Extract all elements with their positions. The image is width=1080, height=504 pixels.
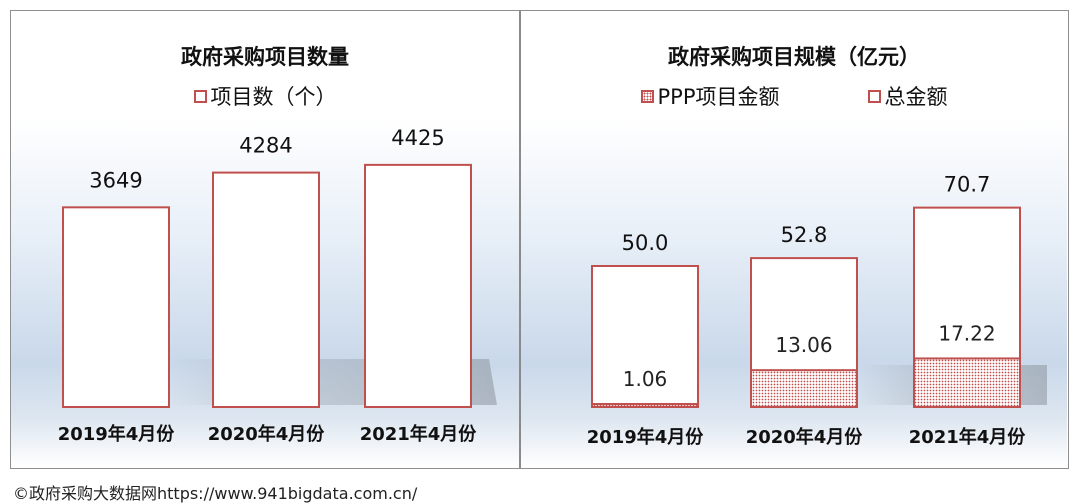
- bar-ppp-2: [913, 357, 1021, 409]
- x-tick-label-scale-2: 2021年4月份: [909, 426, 1027, 448]
- data-label-count-0: 3649: [89, 168, 142, 192]
- data-label-count-2: 4425: [391, 126, 444, 150]
- data-label-ppp-1: 13.06: [775, 333, 832, 357]
- x-tick-label-count-1: 2020年4月份: [208, 423, 326, 445]
- source-credit: ©政府采购大数据网https://www.941bigdata.com.cn/: [13, 484, 418, 503]
- x-tick-label-count-2: 2021年4月份: [360, 423, 478, 445]
- legend-item-ppp: PPP项目金额: [640, 81, 780, 111]
- bar-count-2: [364, 163, 472, 408]
- legend-scale: PPP项目金额 总金额: [521, 81, 1067, 111]
- bar-count-1: [212, 171, 320, 408]
- x-tick-label-scale-0: 2019年4月份: [587, 426, 705, 448]
- legend-swatch-total: [867, 89, 881, 103]
- data-label-ppp-2: 17.22: [938, 321, 995, 345]
- chart-panel-scale: 50.0 1.06 2019年4月份 52.8 13.06 2020年4月份 70.7 17.…: [521, 11, 1067, 467]
- bar-ppp-1: [750, 369, 858, 409]
- data-label-total-1: 52.8: [781, 223, 828, 247]
- scale-bar-chart: 50.0 1.06 2019年4月份 52.8 13.06 2020年4月份 70.7 17.…: [521, 119, 1067, 467]
- count-bar-chart: 3649 2019年4月份 4284 2020年4月份 4425 2021年4月份: [11, 119, 519, 467]
- legend-item-count: 项目数（个）: [193, 81, 337, 111]
- chart-title-count: 政府采购项目数量: [181, 45, 349, 69]
- panel-divider: [519, 11, 521, 468]
- legend-swatch-count: [193, 89, 207, 103]
- legend-item-total: 总金额: [867, 81, 948, 111]
- chart-title-scale: 政府采购项目规模（亿元）: [668, 45, 920, 69]
- data-label-total-0: 50.0: [622, 231, 669, 255]
- legend-label-count: 项目数（个）: [210, 85, 337, 109]
- bar-ppp-0: [591, 403, 699, 409]
- x-tick-label-scale-1: 2020年4月份: [746, 426, 864, 448]
- chart-panel-count: 3649 2019年4月份 4284 2020年4月份 4425 2021年4月份 政府采…: [11, 11, 519, 467]
- legend-swatch-ppp: [640, 89, 654, 103]
- legend-count: 项目数（个）: [11, 81, 519, 111]
- bar-count-0: [62, 206, 170, 408]
- x-tick-label-count-0: 2019年4月份: [58, 423, 176, 445]
- legend-label-ppp: PPP项目金额: [657, 85, 780, 109]
- data-label-count-1: 4284: [239, 134, 292, 158]
- legend-label-total: 总金额: [884, 85, 948, 109]
- data-label-total-2: 70.7: [944, 173, 991, 197]
- data-label-ppp-0: 1.06: [623, 367, 668, 391]
- bar-total-0: [591, 265, 699, 408]
